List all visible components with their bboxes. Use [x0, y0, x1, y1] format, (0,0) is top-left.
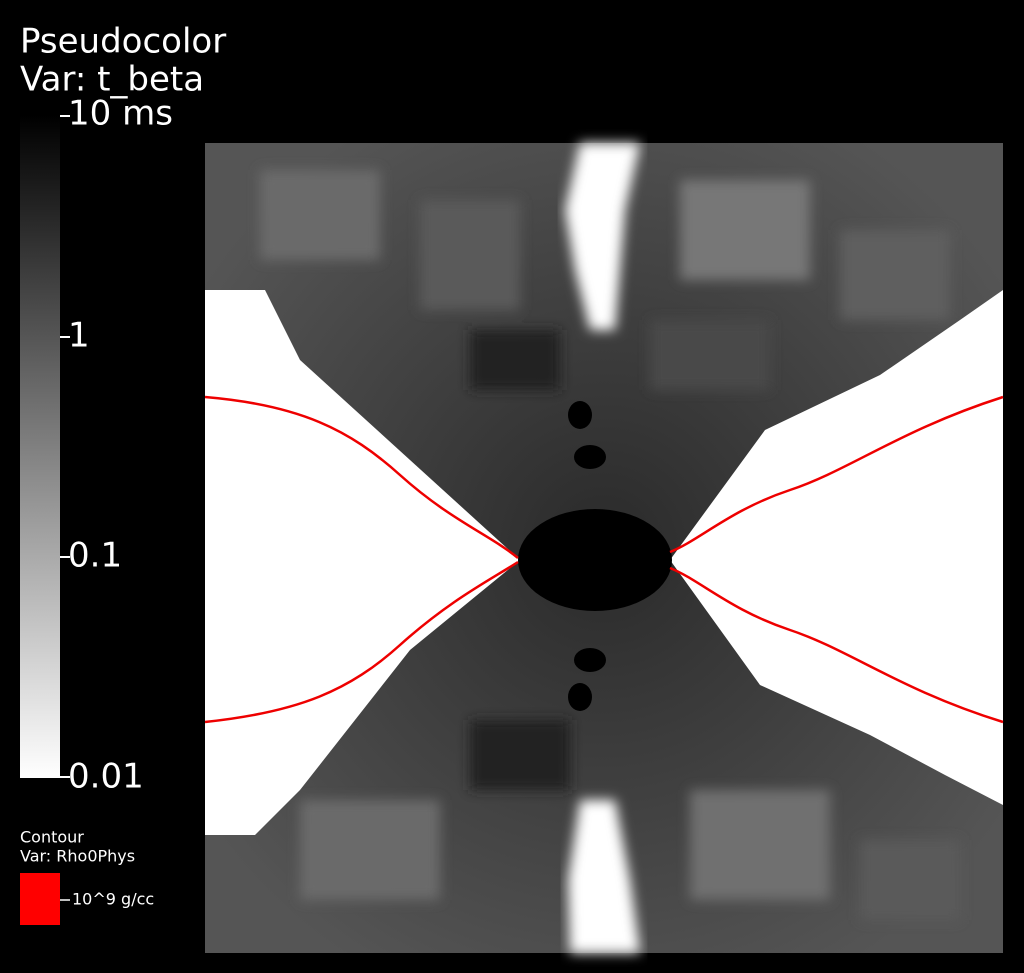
legend-title: Pseudocolor [20, 22, 226, 62]
central-object [518, 509, 672, 611]
legend-variable: Var: Rho0Phys [20, 847, 135, 866]
contour-level-label: 10^9 g/cc [72, 890, 154, 909]
field-texture [260, 170, 960, 920]
contour-legend: Contour Var: Rho0Phys 10^9 g/cc [20, 828, 154, 925]
dark-spot [574, 445, 606, 469]
dark-spot [574, 648, 606, 672]
legend-title: Contour [20, 828, 84, 847]
pseudocolor-legend: Pseudocolor Var: t_beta 10 ms 1 0.1 0.01 [20, 22, 226, 797]
white-streak-bottom [568, 800, 640, 953]
tick-label: 1 [68, 316, 90, 356]
tick-label: 10 ms [68, 94, 173, 134]
color-bar-ticks [60, 115, 70, 778]
tick-label: 0.1 [68, 536, 122, 576]
color-bar [20, 115, 60, 778]
plot-area [204, 143, 1004, 953]
legend-variable: Var: t_beta [20, 60, 204, 100]
tick-label: 0.01 [68, 757, 144, 797]
white-streak-top [565, 143, 640, 330]
dark-spot [568, 401, 592, 429]
white-region-right [670, 290, 1003, 805]
contour-swatch [20, 873, 60, 925]
dark-spot [568, 683, 592, 711]
contour-lines [204, 395, 1004, 724]
white-region-left [205, 290, 520, 835]
